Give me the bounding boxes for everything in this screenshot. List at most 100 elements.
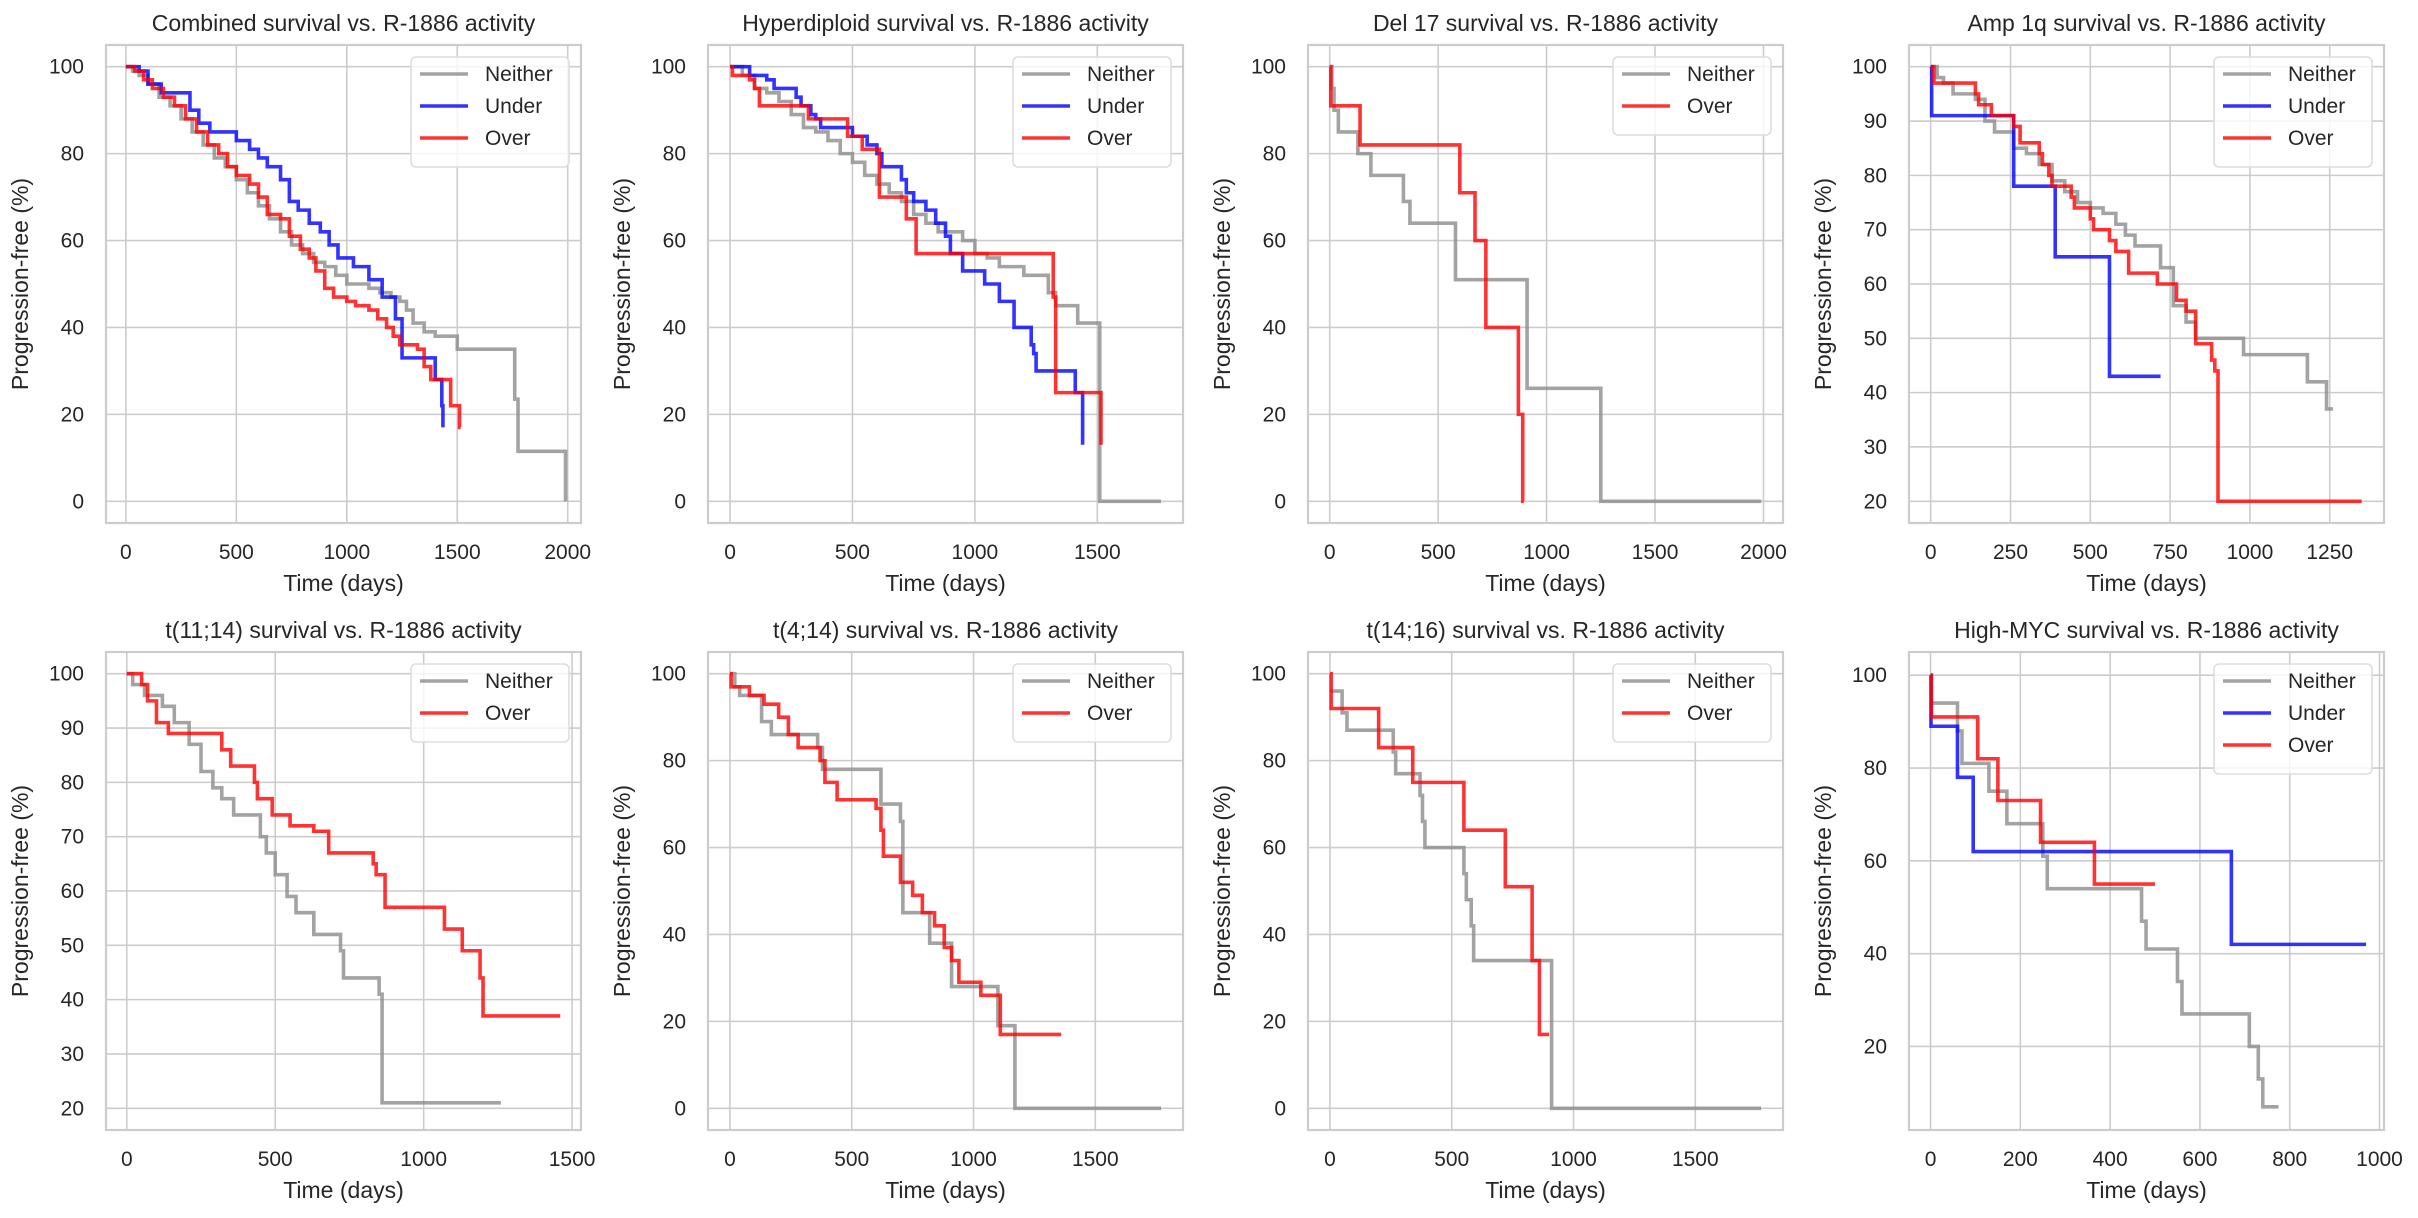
y-axis-label: Progression-free (%) — [1810, 785, 1836, 997]
x-tick-label: 500 — [835, 541, 870, 564]
legend: Neither Over — [1612, 663, 1772, 743]
y-tick-label: 100 — [49, 663, 84, 686]
x-tick-label: 1500 — [549, 1148, 596, 1171]
axes-frame — [706, 43, 1185, 525]
axes-frame — [1306, 650, 1785, 1132]
x-tick-label: 0 — [120, 541, 132, 564]
panel-t-4-14: t(4;14) survival vs. R-1886 activity 0 500… — [609, 617, 1185, 1203]
x-tick-label: 0 — [121, 1148, 133, 1171]
y-tick-label: 0 — [1274, 1097, 1286, 1120]
survival-curve-over — [1930, 64, 2362, 504]
survival-curve-over — [1929, 673, 2156, 886]
x-axis-label: Time (days) — [885, 570, 1006, 596]
x-tick-label: 0 — [1324, 541, 1336, 564]
y-tick-label: 40 — [1864, 943, 1887, 966]
x-tick-label: 0 — [1324, 1148, 1336, 1171]
y-tick-label: 20 — [663, 1010, 686, 1033]
x-tick-label: 1000 — [2227, 541, 2274, 564]
y-tick-label: 100 — [651, 663, 686, 686]
legend-label: Under — [2288, 95, 2345, 118]
panel-title: High-MYC survival vs. R-1886 activity — [1954, 617, 2339, 643]
legend-label: Over — [1087, 127, 1133, 150]
legend-box — [410, 663, 570, 743]
y-tick-label: 60 — [1263, 837, 1286, 860]
y-axis-label: Progression-free (%) — [1810, 178, 1836, 390]
y-tick-label: 30 — [61, 1043, 84, 1066]
legend-box — [1012, 663, 1172, 743]
legend-box — [1612, 56, 1772, 136]
legend-label: Neither — [2288, 63, 2356, 86]
y-tick-label: 20 — [1864, 490, 1887, 513]
x-axis-label: Time (days) — [2086, 570, 2207, 596]
y-tick-label: 80 — [663, 750, 686, 773]
legend-label: Neither — [1687, 670, 1755, 693]
panel-title: t(11;14) survival vs. R-1886 activity — [165, 617, 522, 643]
y-tick-label: 50 — [61, 934, 84, 957]
survival-curve-neither — [1329, 689, 1762, 1111]
x-tick-label: 400 — [2093, 1148, 2128, 1171]
y-tick-label: 100 — [651, 56, 686, 79]
survival-curve-under — [1929, 64, 2161, 379]
panel-title: Combined survival vs. R-1886 activity — [152, 10, 536, 36]
x-tick-label: 2000 — [544, 541, 591, 564]
x-axis-label: Time (days) — [2086, 1177, 2207, 1203]
y-tick-label: 40 — [1864, 382, 1887, 405]
y-tick-label: 50 — [1864, 327, 1887, 350]
y-tick-label: 0 — [674, 490, 686, 513]
survival-curve-over — [729, 671, 1062, 1037]
x-tick-label: 2000 — [1740, 541, 1787, 564]
y-tick-label: 0 — [1274, 490, 1286, 513]
x-tick-label: 0 — [1925, 1148, 1937, 1171]
panel-del-17: Del 17 survival vs. R-1886 activity 0 500 1… — [1209, 10, 1787, 596]
legend-label: Over — [485, 702, 531, 725]
panel-title: Hyperdiploid survival vs. R-1886 activit… — [742, 10, 1149, 36]
legend: Neither Over — [1012, 663, 1172, 743]
y-tick-label: 40 — [61, 989, 84, 1012]
y-tick-label: 80 — [1263, 143, 1286, 166]
y-tick-label: 0 — [72, 490, 84, 513]
x-tick-label: 500 — [1434, 1148, 1469, 1171]
legend-label: Under — [485, 95, 542, 118]
legend-label: Over — [485, 127, 531, 150]
x-tick-label: 500 — [834, 1148, 869, 1171]
survival-curve-over — [125, 64, 462, 430]
x-axis-label: Time (days) — [1485, 570, 1606, 596]
legend-label: Neither — [1087, 63, 1155, 86]
y-tick-label: 100 — [1852, 664, 1887, 687]
y-tick-label: 90 — [1864, 110, 1887, 133]
survival-curve-neither — [1930, 701, 2279, 1109]
y-tick-label: 60 — [61, 230, 84, 253]
x-tick-label: 500 — [219, 541, 254, 564]
legend: Neither Under Over — [2213, 56, 2373, 168]
x-tick-label: 500 — [258, 1148, 293, 1171]
x-tick-label: 1500 — [1072, 1148, 1119, 1171]
y-tick-label: 40 — [61, 316, 84, 339]
y-tick-label: 100 — [49, 56, 84, 79]
panel-title: t(4;14) survival vs. R-1886 activity — [773, 617, 1119, 643]
legend: Neither Under Over — [410, 56, 570, 168]
survival-curve-under — [730, 64, 1085, 445]
survival-curve-over — [126, 671, 561, 1018]
y-tick-label: 20 — [1263, 403, 1286, 426]
legend-label: Neither — [2288, 670, 2356, 693]
y-tick-label: 60 — [663, 230, 686, 253]
axes-frame — [1907, 43, 2386, 525]
panel-hyperdiploid: Hyperdiploid survival vs. R-1886 activit… — [609, 10, 1185, 596]
axes-frame — [706, 650, 1185, 1132]
legend: Neither Over — [410, 663, 570, 743]
y-tick-label: 80 — [61, 771, 84, 794]
legend-label: Neither — [485, 63, 553, 86]
x-tick-label: 200 — [2003, 1148, 2038, 1171]
y-tick-label: 20 — [61, 1097, 84, 1120]
panel-t-14-16: t(14;16) survival vs. R-1886 activity 0 50… — [1209, 617, 1785, 1203]
legend-label: Over — [1087, 702, 1133, 725]
legend: Neither Under Over — [2213, 663, 2373, 775]
survival-curve-over — [1328, 64, 1525, 504]
y-tick-label: 70 — [61, 826, 84, 849]
panel-amp-1q: Amp 1q survival vs. R-1886 activity 0 250 5… — [1810, 10, 2386, 596]
x-tick-label: 1250 — [2306, 541, 2353, 564]
legend-label: Over — [1687, 95, 1733, 118]
y-tick-label: 90 — [61, 717, 84, 740]
x-tick-label: 1500 — [1632, 541, 1679, 564]
legend: Neither Over — [1612, 56, 1772, 136]
